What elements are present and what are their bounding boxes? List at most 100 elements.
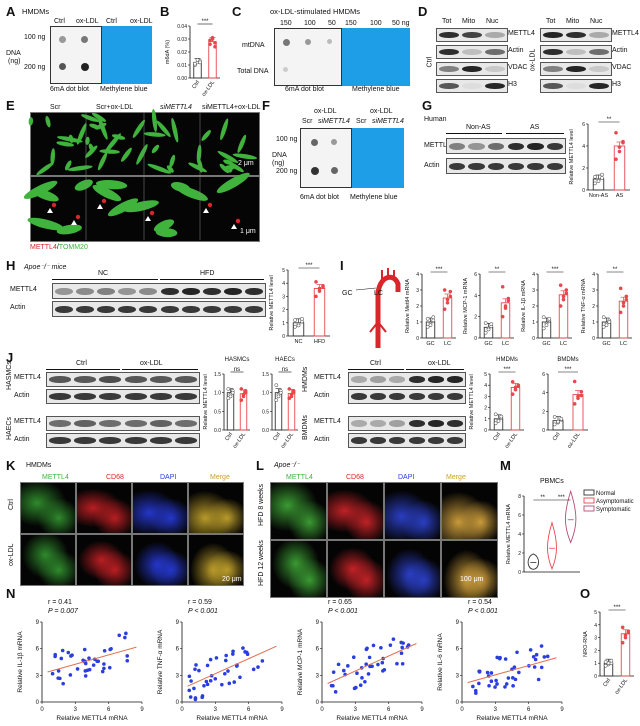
legend-tomm20: TOMM20: [58, 244, 88, 251]
data-point: [504, 682, 509, 686]
blot-j-bmdms-actin: [348, 433, 466, 448]
panel-j-r3: METTL4: [14, 418, 41, 425]
y-tick-label: 0: [474, 336, 477, 342]
panel-f-axis-unit: (ng): [272, 160, 285, 167]
data-point: [379, 645, 383, 650]
sig-label: ***: [305, 263, 313, 269]
y-tick-label: 0: [484, 428, 487, 434]
y-tick-label: 9: [36, 620, 40, 626]
band: [408, 376, 425, 383]
data-point: [399, 651, 404, 656]
data-point: [329, 683, 334, 688]
data-point: [533, 657, 538, 662]
panel-a-row2: 200 ng: [24, 64, 46, 71]
mitochondrion-zoom: [95, 179, 128, 190]
y-tick-label: 3: [592, 288, 595, 294]
panel-a-axis: DNA: [6, 50, 21, 57]
band: [73, 420, 97, 427]
data-point: [431, 318, 436, 323]
data-point: [205, 682, 210, 687]
panel-label-o: O: [580, 586, 591, 601]
y-tick-label: 2: [532, 304, 535, 310]
mitochondrion: [97, 152, 108, 171]
chart-title: HASMCs: [225, 357, 250, 363]
y-tick-label: 0.04: [177, 24, 187, 30]
fit-line: [187, 645, 277, 687]
data-point: [500, 314, 505, 319]
panel-c-n3: 50: [328, 20, 336, 27]
y-tick-label: 0: [176, 700, 180, 706]
data-point: [400, 645, 404, 650]
data-point: [516, 384, 521, 389]
data-point: [620, 625, 625, 630]
x-tick-label: Non-AS: [589, 193, 609, 199]
panel-a-row1: 100 ng: [24, 34, 46, 41]
micro-l-tile-r1-c1: [270, 482, 327, 540]
micro-l-tile-r1-c4: [441, 482, 498, 540]
y-tick-label: 6: [316, 647, 320, 653]
mitochondrion: [76, 123, 87, 145]
y-tick-label: 2: [282, 308, 285, 314]
data-point: [293, 318, 297, 323]
blot-d-ox-actin: [540, 45, 612, 59]
blot-j-bmdms-mettl4: [348, 416, 466, 431]
y-tick-label: 4: [532, 272, 535, 278]
y-axis-label: Relative METTL4 level: [203, 374, 209, 429]
panel-f-row1: 100 ng: [276, 136, 298, 143]
band: [468, 162, 485, 170]
y-tick-label: 4: [542, 391, 545, 397]
data-point: [241, 646, 245, 650]
band: [485, 32, 506, 38]
data-point: [376, 662, 380, 667]
y-tick-label: 4: [594, 623, 597, 629]
y-tick-label: 2: [416, 304, 419, 310]
band: [542, 83, 563, 89]
micro-k-tile-r2-c3: [132, 534, 188, 586]
methylene-blue-a: [102, 26, 152, 84]
p-value: P < 0.001: [188, 608, 218, 615]
y-tick-label: 9: [456, 620, 460, 626]
data-point: [517, 670, 521, 675]
band: [448, 142, 466, 150]
panel-m-title: PBMCs: [540, 478, 564, 485]
data-point: [552, 422, 557, 427]
micro-k-tile-r2-c4: [188, 534, 244, 586]
y-tick-label: 6: [176, 647, 180, 653]
data-point: [528, 648, 533, 652]
chart-n-il6: r = 0.54 P < 0.001 0 3 6 9 0 3 6 9 Relative METTL4…: [437, 599, 564, 722]
panel-l-scale: 100 μm: [460, 576, 484, 583]
data-point: [579, 389, 584, 394]
band: [245, 287, 264, 295]
panel-label-i: I: [340, 258, 344, 273]
blot-j-hmdms-mettl4: [348, 372, 466, 387]
mitochondrion: [132, 119, 145, 138]
data-point: [621, 304, 626, 308]
panel-a-col-ctrl-2: Ctrl: [106, 18, 117, 25]
data-point: [500, 284, 505, 289]
y-tick-label: 0.5: [214, 409, 221, 415]
data-point: [331, 670, 336, 674]
data-point: [561, 297, 566, 302]
y-tick-label: 0.00: [177, 76, 187, 82]
mitochondrion: [85, 136, 90, 145]
arrowhead: [47, 208, 53, 213]
panel-e-legend: METTL4/TOMM20: [30, 244, 88, 252]
data-point: [210, 35, 215, 40]
data-point: [124, 631, 128, 636]
data-point: [431, 315, 436, 320]
panel-label-h: H: [6, 258, 16, 273]
data-point: [296, 323, 301, 328]
panel-e-scale1: 2 μm: [238, 160, 254, 167]
band: [427, 437, 445, 444]
y-tick-label: 0.03: [177, 37, 187, 43]
data-point: [66, 650, 71, 655]
band: [565, 83, 587, 89]
panel-j-cell4: BMDMs: [302, 415, 309, 440]
band: [448, 162, 466, 170]
chart-n-tnfa: r = 0.59 P < 0.001 0 3 6 9 0 3 6 9 Relative METTL4…: [157, 599, 284, 722]
panel-a-axis-unit: (ng): [8, 58, 21, 65]
mettl4-spot: [207, 202, 213, 208]
mitochondrion: [201, 130, 211, 141]
band: [485, 66, 506, 72]
data-point: [363, 680, 367, 684]
